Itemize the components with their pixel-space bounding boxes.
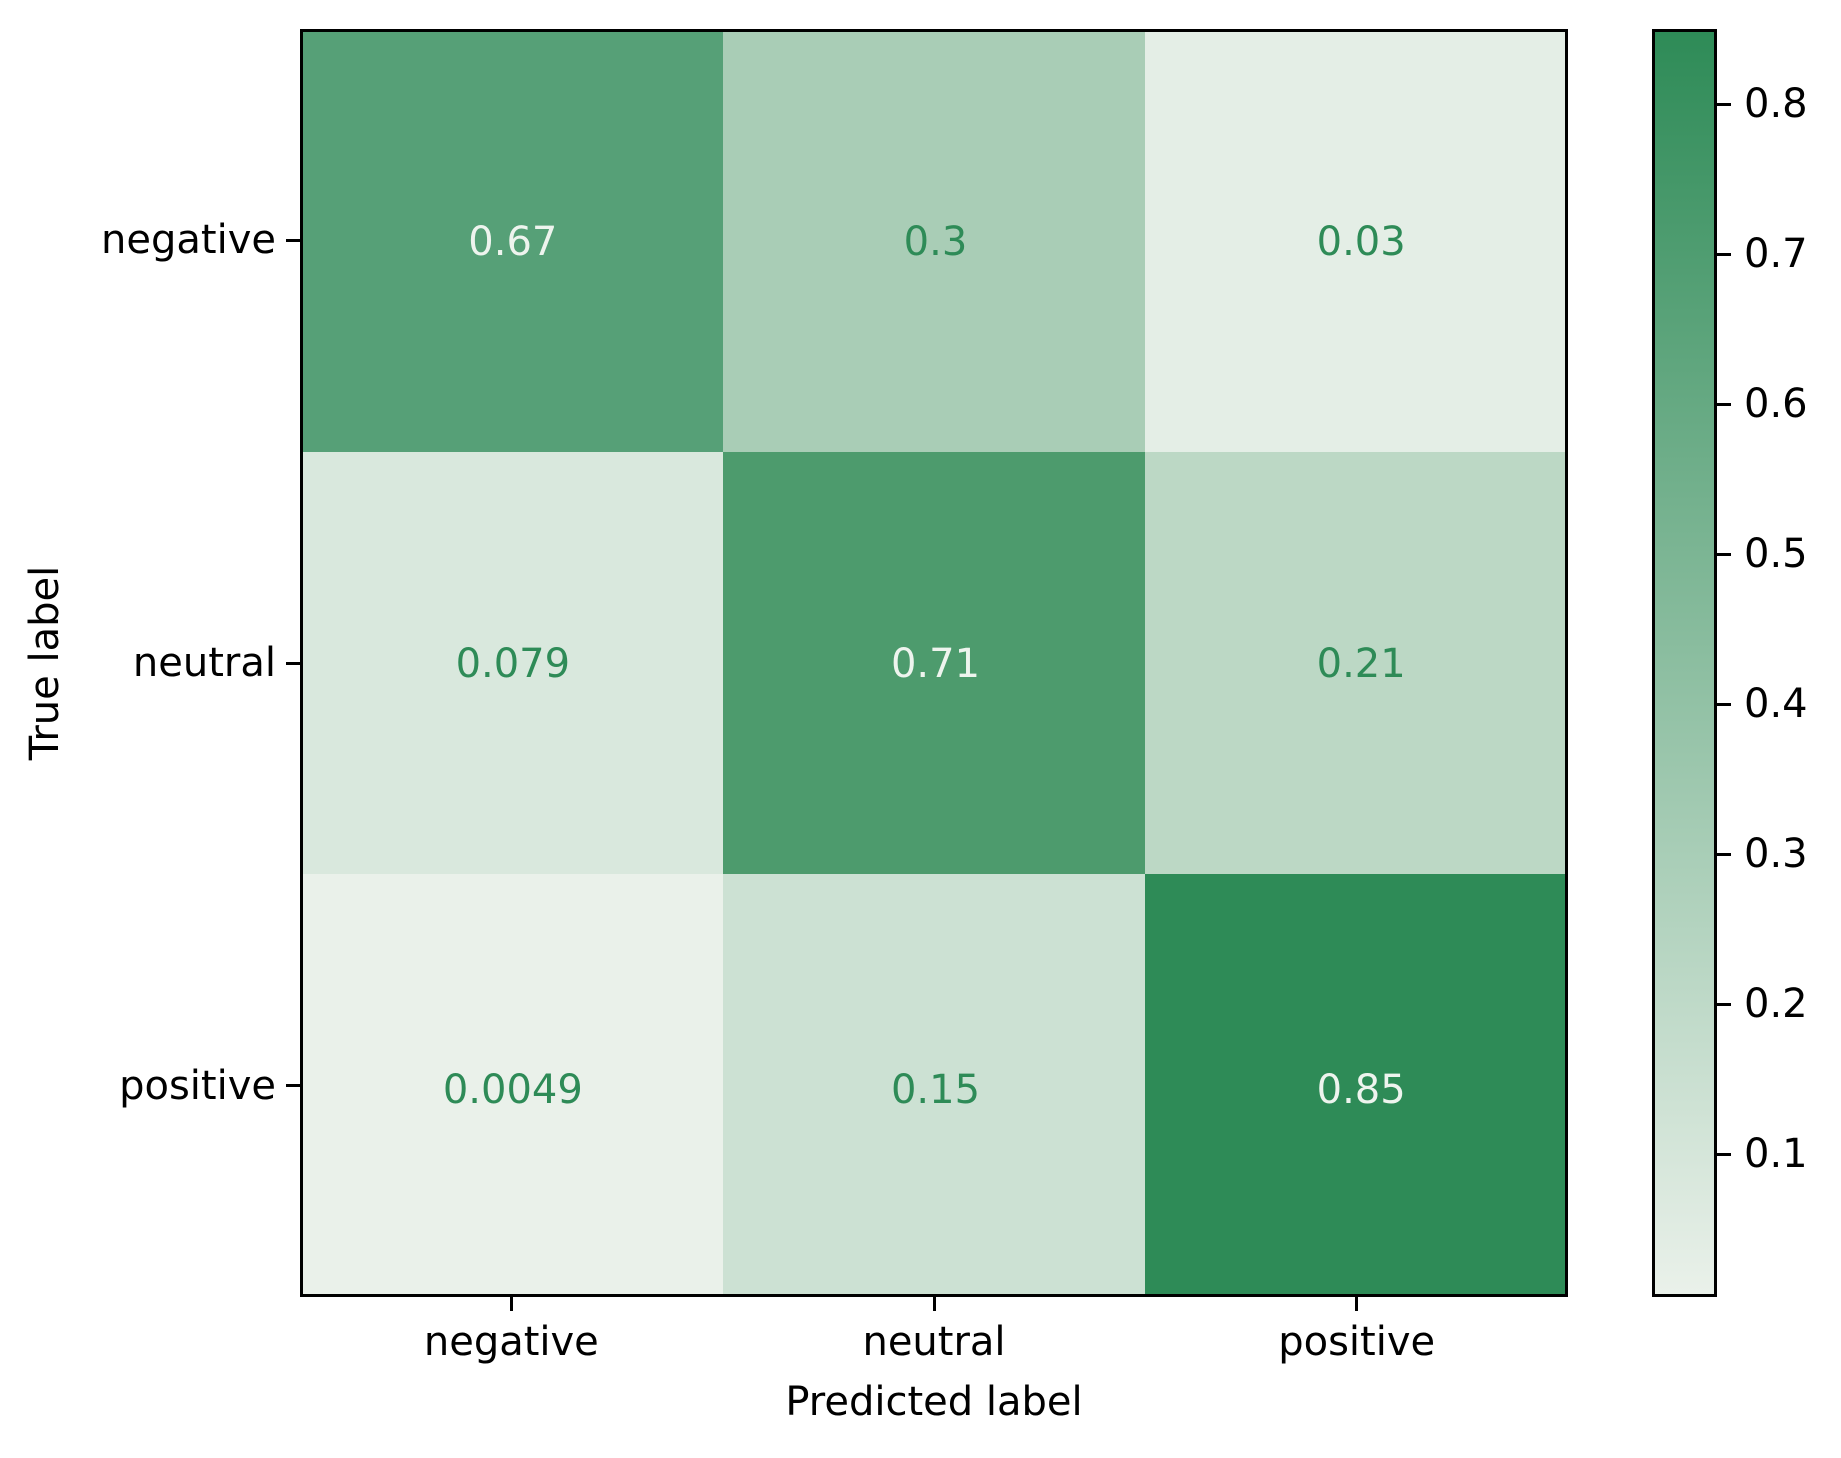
heatmap-cell: 0.079 [303,451,726,878]
colorbar-tick-mark [1717,252,1731,256]
x-tick-label: negative [423,1319,599,1365]
colorbar-tick-mark [1717,552,1731,556]
colorbar-tick-mark [1717,1152,1731,1156]
x-tick-label: positive [1278,1319,1436,1365]
heatmap-cell: 0.3 [722,32,1149,455]
colorbar-tick-label: 0.4 [1744,681,1808,728]
colorbar-tick-mark [1717,1002,1731,1006]
colorbar [1652,29,1717,1297]
x-axis-label: Predicted label [785,1379,1083,1425]
colorbar-tick-label: 0.7 [1744,231,1808,278]
cell-value: 0.15 [890,1067,981,1114]
colorbar-tick-mark [1717,402,1731,406]
colorbar-tick-label: 0.3 [1744,831,1808,878]
y-tick-mark [286,1084,300,1088]
colorbar-tick-mark [1717,102,1731,106]
heatmap-cell: 0.0049 [303,874,726,1294]
x-tick-mark [932,1297,936,1311]
cell-value: 0.079 [455,641,571,688]
y-tick-label: neutral [132,640,276,686]
cell-value: 0.67 [468,218,558,265]
heatmap-plot-area: 0.67 0.3 0.03 0.079 0.71 0.21 0.0049 0.15 0.85 [300,29,1568,1297]
colorbar-tick-mark [1717,852,1731,856]
x-tick-mark [1355,1297,1359,1311]
heatmap-cell: 0.21 [1145,451,1565,878]
colorbar-tick-label: 0.5 [1744,531,1808,578]
heatmap-cell: 0.71 [722,451,1149,878]
cell-value: 0.3 [903,218,968,265]
colorbar-tick-label: 0.2 [1744,981,1808,1028]
y-tick-label: positive [119,1062,276,1109]
colorbar-tick-label: 0.8 [1744,81,1808,128]
x-tick-mark [509,1297,513,1311]
y-tick-mark [286,238,300,242]
y-axis-label: True label [22,565,68,761]
cell-value: 0.0049 [442,1067,583,1114]
colorbar-tick-mark [1717,702,1731,706]
cell-value: 0.71 [890,641,981,688]
y-tick-mark [286,661,300,665]
x-tick-label: neutral [862,1319,1006,1365]
heatmap-cell: 0.15 [722,874,1149,1294]
colorbar-tick-label: 0.6 [1744,381,1808,428]
heatmap-cell: 0.67 [303,32,726,455]
heatmap-cell: 0.85 [1145,874,1565,1294]
cell-value: 0.03 [1316,218,1406,265]
cell-value: 0.21 [1316,641,1406,688]
heatmap-cell: 0.03 [1145,32,1565,455]
y-tick-label: negative [101,217,276,264]
colorbar-tick-label: 0.1 [1744,1131,1808,1178]
cell-value: 0.85 [1316,1067,1406,1114]
